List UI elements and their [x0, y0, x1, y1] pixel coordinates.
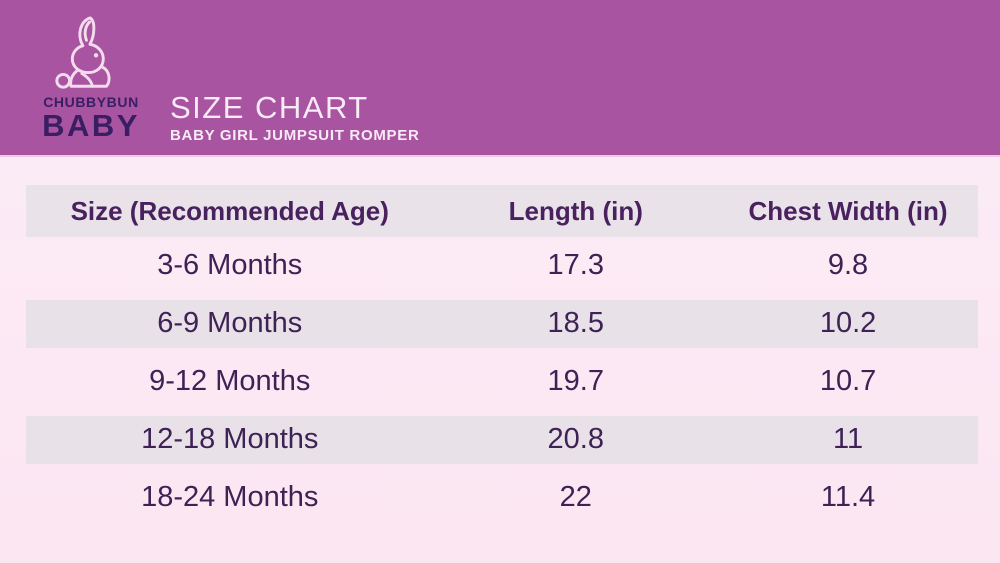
table-header-row: Size (Recommended Age) Length (in) Chest… — [26, 185, 978, 237]
age-cell: 6-9 Months — [157, 307, 303, 340]
chest-width-cell: 11 — [832, 423, 864, 456]
brand-header: CHUBBYBUN BABY SIZE CHART BABY GIRL JUMP… — [0, 0, 1000, 157]
brand-name-bottom: BABY — [42, 108, 140, 143]
table-row: 3-6 Months 17.3 9.8 — [26, 237, 978, 295]
page-subtitle: BABY GIRL JUMPSUIT ROMPER — [170, 127, 420, 144]
length-cell: 22 — [559, 481, 592, 514]
size-table: Size (Recommended Age) Length (in) Chest… — [26, 185, 978, 527]
length-cell: 18.5 — [547, 307, 604, 340]
length-cell: 20.8 — [547, 423, 604, 456]
table-row: 6-9 Months 18.5 10.2 — [26, 295, 978, 353]
table-row: 9-12 Months 19.7 10.7 — [26, 353, 978, 411]
brand-logo: CHUBBYBUN BABY — [40, 12, 142, 141]
length-cell: 19.7 — [547, 365, 604, 398]
title-block: SIZE CHART BABY GIRL JUMPSUIT ROMPER — [170, 92, 419, 144]
table-area: Size (Recommended Age) Length (in) Chest… — [0, 157, 1000, 527]
table-row: 12-18 Months 20.8 11 — [26, 411, 978, 469]
chest-width-cell: 9.8 — [827, 249, 869, 282]
length-cell: 17.3 — [547, 249, 604, 282]
age-cell: 18-24 Months — [141, 481, 319, 514]
age-cell: 12-18 Months — [141, 423, 319, 456]
age-cell: 3-6 Months — [157, 249, 303, 282]
chest-width-cell: 10.7 — [819, 365, 877, 398]
column-header-length: Length (in) — [508, 195, 643, 226]
bunny-logo-icon — [55, 16, 111, 89]
column-header-chest-width: Chest Width (in) — [748, 195, 948, 226]
page-title: SIZE CHART — [170, 90, 369, 125]
table-row: 18-24 Months 22 11.4 — [26, 469, 978, 527]
chest-width-cell: 10.2 — [819, 307, 877, 340]
brand-name-top: CHUBBYBUN — [43, 94, 139, 110]
column-header-size: Size (Recommended Age) — [70, 195, 389, 226]
chest-width-cell: 11.4 — [820, 481, 876, 514]
age-cell: 9-12 Months — [149, 365, 311, 398]
